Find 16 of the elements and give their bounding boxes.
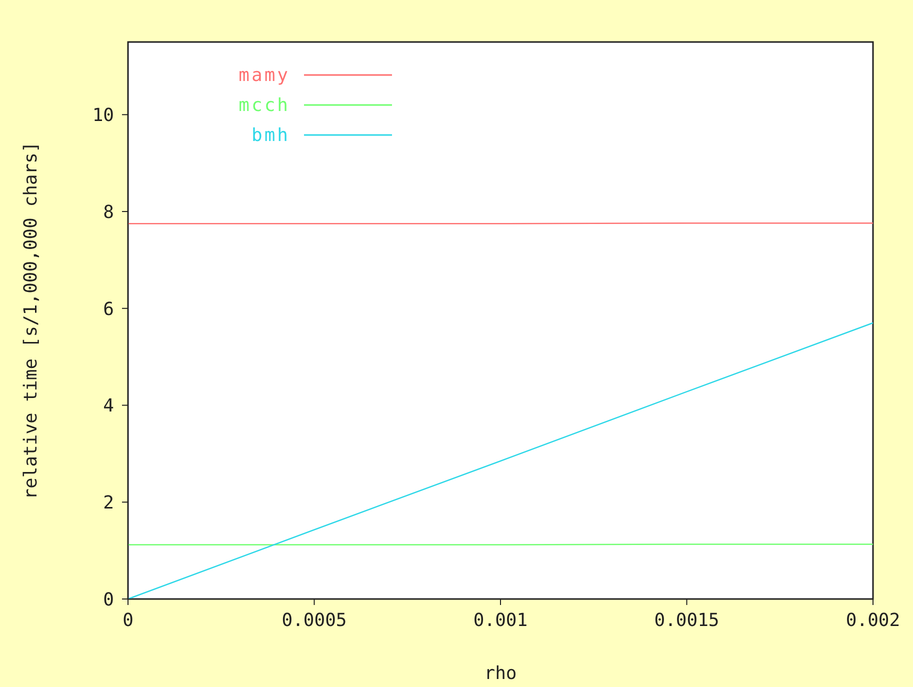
y-tick-label: 6 <box>103 298 114 320</box>
y-axis-title: relative time [s/1,000,000 chars] <box>20 142 42 500</box>
x-tick-label: 0.0005 <box>282 610 347 631</box>
y-tick-label: 4 <box>103 396 114 417</box>
x-tick-label: 0.001 <box>473 610 528 631</box>
x-axis-title: rho <box>484 663 517 684</box>
y-tick-label: 10 <box>92 105 114 126</box>
y-tick-label: 8 <box>103 202 114 223</box>
y-tick-label: 2 <box>103 492 114 514</box>
legend-label: bmh <box>250 124 290 146</box>
legend-label: mamy <box>238 64 290 86</box>
x-tick-label: 0.002 <box>846 610 900 631</box>
y-tick-label: 0 <box>103 589 114 610</box>
x-tick-label: 0.0015 <box>654 610 720 631</box>
x-tick-label: 0 <box>122 610 134 631</box>
legend-label: mcch <box>238 94 290 116</box>
